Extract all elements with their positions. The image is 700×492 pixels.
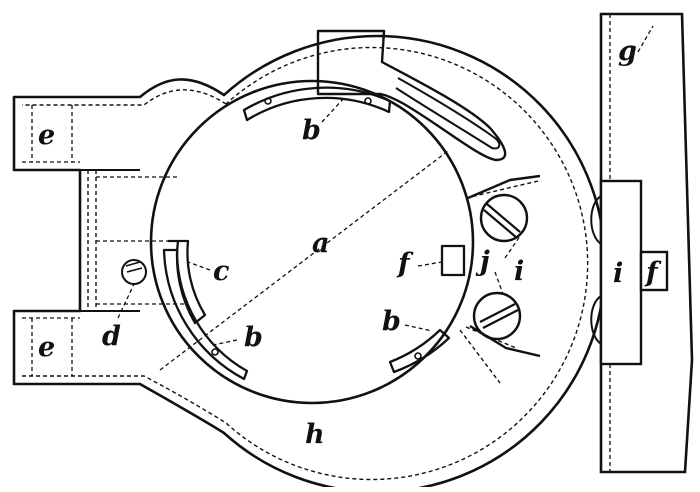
lug-rivet [211,348,219,356]
side-screw-lower [590,295,602,345]
side-block [599,179,643,366]
catch [440,244,466,277]
label-i-front: i [514,256,524,287]
g-leader [637,25,654,53]
label-b-left: b [244,322,263,353]
bayonet-lug-top [242,86,392,122]
block-region-lines [459,180,539,384]
side-catch [639,250,669,292]
screw-lower [472,291,522,341]
label-f-side: f [644,257,662,288]
lug-rivet [264,97,272,105]
label-d: d [102,321,121,352]
labels: e e b a c d b b f j i h g i f [38,36,662,450]
side-view [590,12,694,474]
bayonet-lug-right [388,328,451,374]
plate-inner-dashed [22,46,589,481]
label-f-front: f [396,248,414,279]
spring-plate [316,29,507,162]
front-view [12,29,607,492]
label-b-right: b [382,306,401,337]
label-g: g [618,36,637,67]
label-i-side: i [613,258,623,289]
label-j: j [475,246,490,277]
lug-rivet [414,352,422,360]
spring-slot [395,77,501,150]
label-c: c [213,256,229,287]
label-a: a [312,228,330,259]
locking-segment [168,239,207,325]
central-aperture [149,79,475,405]
side-plate [599,12,694,474]
bayonet-lug-left [162,248,249,381]
side-screw-upper [590,195,602,245]
label-e-top: e [38,120,55,151]
leader-lines [117,96,521,371]
label-h: h [305,419,325,450]
screw-d [121,259,147,285]
screw-upper [479,193,529,243]
label-b-top: b [302,115,321,146]
lug-rivet [364,97,372,105]
label-e-bottom: e [38,332,55,363]
plate-outline [12,34,607,492]
